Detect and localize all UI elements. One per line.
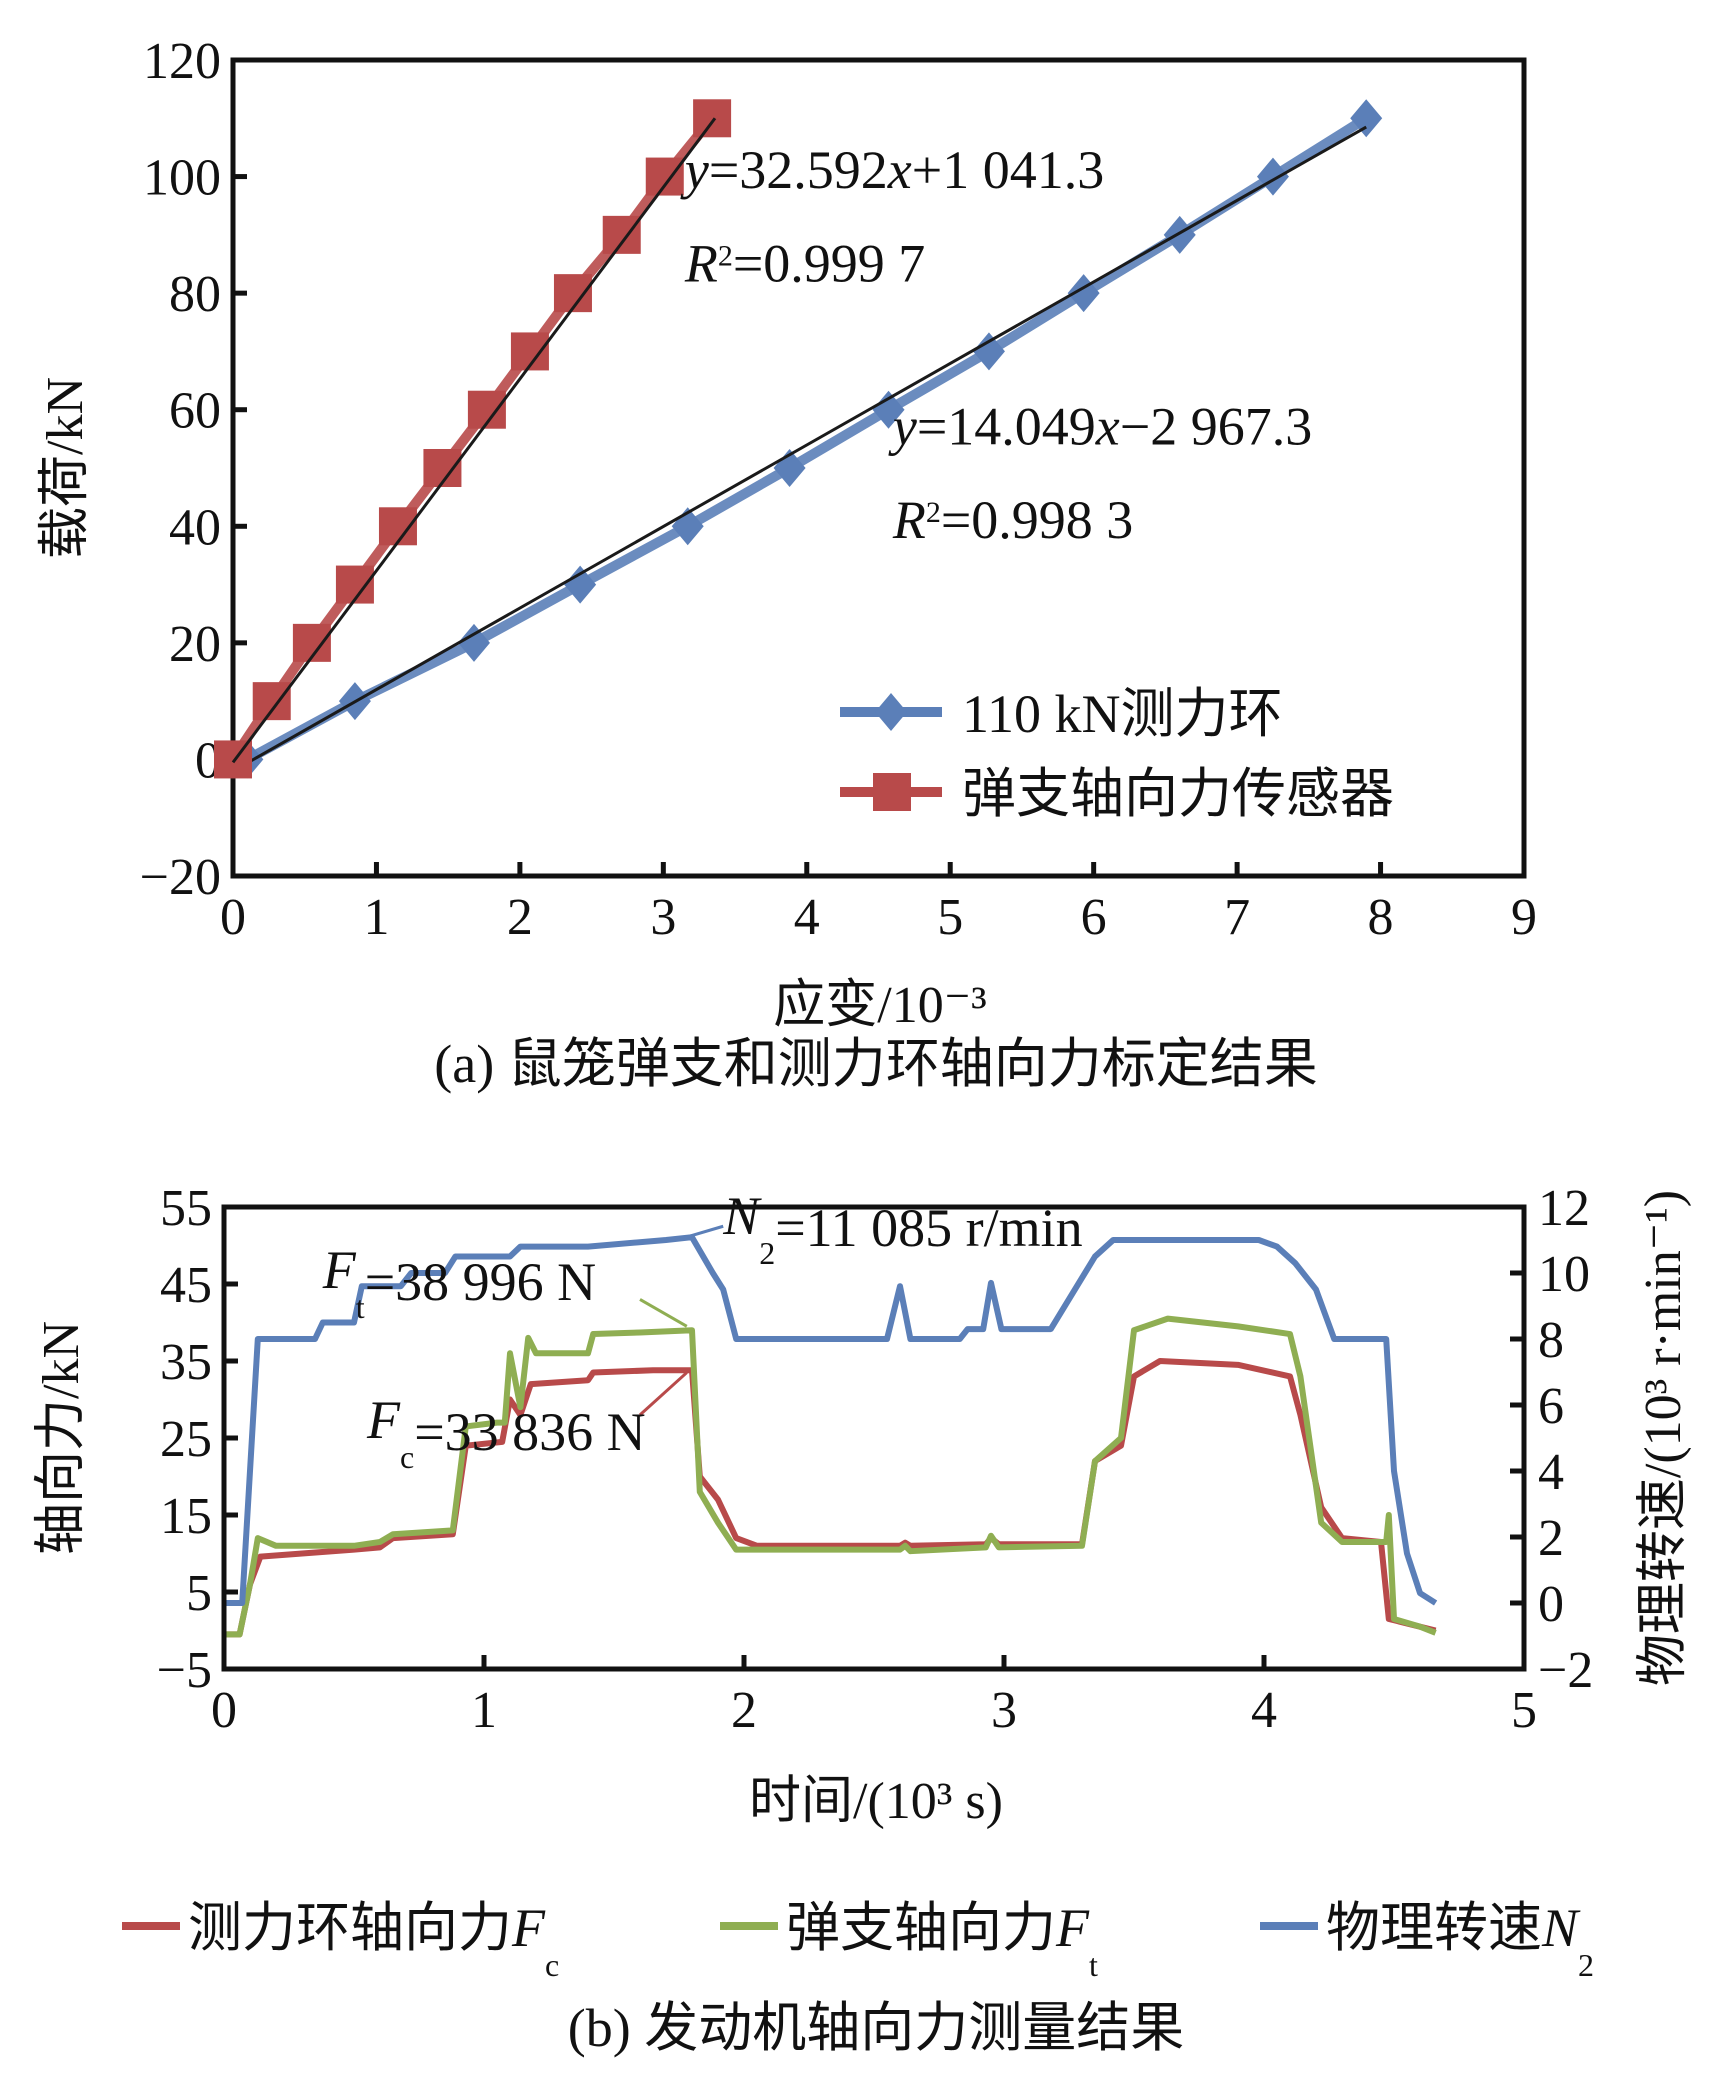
y-tick-label-a: 100 [143,150,221,207]
y-axis-label-right-b: 物理转速/(10³ r·min⁻¹) [1635,1190,1692,1686]
marker-diamond [872,390,905,429]
marker-diamond [1163,215,1196,254]
x-tick-label-a: 9 [1511,889,1537,946]
legend-b: 测力环轴向力Fc 弹支轴向力Ft 物理转速N2 [122,1898,1594,1983]
y-tick-label-a: 60 [169,383,221,440]
fit-equation-a-1: R2=0.999 7 [684,233,925,293]
x-tick-label-a: 4 [794,889,820,946]
marker-diamond [564,565,597,604]
y-tick-label-right-b: −2 [1538,1642,1593,1699]
legend-marker-diamond [875,693,907,731]
y-tick-label-left-b: 45 [160,1257,212,1314]
x-tick-label-a: 7 [1224,889,1250,946]
annotation-b-1: Fc=33 836 N [366,1390,646,1475]
y-tick-label-left-b: 35 [160,1334,212,1391]
y-tick-label-right-b: 2 [1538,1510,1564,1567]
marker-square [602,215,641,254]
marker-square [645,157,684,196]
x-tick-label-b: 3 [991,1682,1017,1739]
x-tick-label-a: 8 [1368,889,1394,946]
fit-equation-a-3: R2=0.998 3 [892,490,1133,550]
trend-line-0 [232,125,1367,773]
y-tick-label-a: 40 [169,499,221,556]
annotation-b-0: Ft=38 996 N [322,1240,596,1325]
annotation-leader-b [678,1224,724,1241]
marker-diamond [1350,99,1383,138]
x-tick-label-a: 1 [363,889,389,946]
fit-equation-a-2: y=14.049x−2 967.3 [888,397,1312,457]
x-axis-label-a: 应变/10⁻³ [773,977,987,1034]
legend-label: 110 kN测力环 [962,684,1283,744]
annotation-leader-b [638,1371,688,1417]
series-line-b-1 [224,1315,1437,1638]
y-axis-label-a: 载荷/kN [37,377,94,559]
legend-label: 弹支轴向力传感器 [962,764,1394,824]
series-line-1 [228,115,716,763]
caption-a: (a) 鼠笼弹支和测力环轴向力标定结果 [434,1034,1317,1094]
marker-square [252,682,291,721]
marker-diamond [457,623,490,662]
x-tick-label-a: 3 [650,889,676,946]
trend-line-1 [231,117,717,764]
x-tick-label-a: 6 [1081,889,1107,946]
chart-a: 0 1 2 3 4 5 6 7 8 9−20020406080100120应变/10⁻³载荷/kN… [37,33,1537,1034]
x-tick-label-b: 0 [211,1682,237,1739]
x-tick-label-b: 2 [731,1682,757,1739]
y-tick-label-a: 120 [143,33,221,90]
caption-b: (b) 发动机轴向力测量结果 [568,1998,1184,2058]
x-tick-label-a: 2 [507,889,533,946]
legend-label: 测力环轴向力Fc [188,1898,559,1983]
legend-label: 物理转速N2 [1326,1898,1594,1983]
y-tick-label-right-b: 0 [1538,1576,1564,1633]
y-axis-label-left-b: 轴向力/kN [33,1321,90,1555]
series-line-b-2 [224,1234,1438,1606]
legend-label: 弹支轴向力Ft [786,1898,1098,1983]
marker-diamond [1256,157,1289,196]
marker-square [693,99,732,138]
fit-equation-a-0: y=32.592x+1 041.3 [680,140,1104,200]
y-tick-label-left-b: 5 [186,1565,212,1622]
y-tick-label-a: 80 [169,266,221,323]
y-tick-label-right-b: 10 [1538,1246,1590,1303]
y-tick-label-right-b: 12 [1538,1180,1590,1237]
annotation-leader-b [639,1298,688,1328]
y-tick-label-right-b: 6 [1538,1378,1564,1435]
marker-diamond [972,332,1005,371]
annotation-b-2: N2=11 085 r/min [722,1186,1082,1271]
x-tick-label-b: 1 [471,1682,497,1739]
y-tick-label-a: −20 [140,849,221,906]
y-tick-label-right-b: 8 [1538,1312,1564,1369]
x-tick-label-b: 5 [1511,1682,1537,1739]
y-tick-label-left-b: 25 [160,1411,212,1468]
x-tick-label-b: 4 [1251,1682,1277,1739]
x-tick-label-a: 5 [937,889,963,946]
x-axis-label-b: 时间/(10³ s) [749,1773,1003,1830]
series-line-b-0 [224,1358,1437,1638]
y-tick-label-right-b: 4 [1538,1444,1564,1501]
y-tick-label-left-b: 15 [160,1488,212,1545]
legend-marker-square [873,773,911,811]
y-tick-label-left-b: −5 [157,1642,212,1699]
plot-frame-a [230,57,1527,879]
x-tick-label-a: 0 [220,889,246,946]
y-tick-label-left-b: 55 [160,1180,212,1237]
y-tick-label-a: 20 [169,616,221,673]
